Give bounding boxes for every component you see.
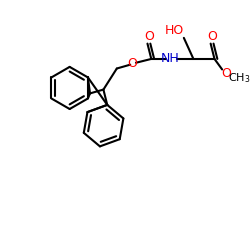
Text: O: O (221, 67, 231, 80)
Text: O: O (207, 30, 217, 44)
Text: NH: NH (161, 52, 180, 66)
Text: O: O (144, 30, 154, 44)
Text: O: O (127, 57, 137, 70)
Text: CH$_3$: CH$_3$ (228, 71, 250, 85)
Text: HO: HO (165, 24, 184, 37)
